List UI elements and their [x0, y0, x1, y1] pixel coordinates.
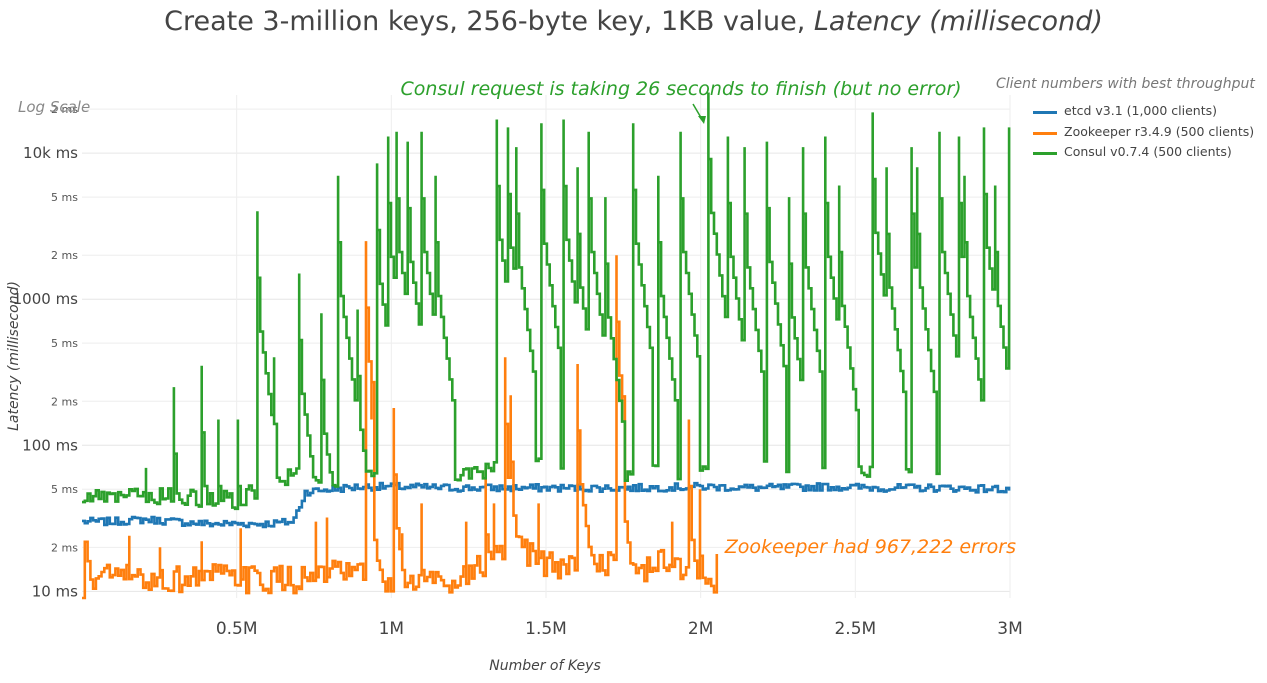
x-tick-label: 1M	[379, 619, 404, 639]
annotation-consul: Consul request is taking 26 seconds to f…	[400, 78, 961, 100]
legend: Client numbers with best throughput etcd…	[996, 76, 1255, 163]
y-minor-tick-label: 2 ms	[51, 395, 78, 408]
y-tick-label: 10 ms	[32, 582, 78, 600]
grid	[82, 95, 1011, 598]
series-line-1[interactable]	[82, 241, 719, 600]
chart-title-main: Create 3-million keys, 256-byte key, 1KB…	[164, 6, 806, 37]
legend-swatch-zookeeper	[1033, 131, 1057, 135]
chart-title-italic: Latency (millisecond)	[813, 6, 1103, 37]
x-tick-label: 3M	[997, 619, 1022, 639]
annotation-zookeeper: Zookeeper had 967,222 errors	[724, 536, 1016, 558]
y-axis-ticks: 10 ms 100 ms 1000 ms 10k ms 2 ms 5 ms 2 ms 5 ms…	[13, 103, 79, 600]
x-tick-label: 1.5M	[525, 619, 567, 639]
x-axis-label: Number of Keys	[489, 658, 601, 674]
y-tick-label: 100 ms	[22, 436, 78, 454]
series-group	[82, 92, 1011, 600]
legend-swatch-etcd	[1033, 111, 1057, 114]
y-tick-label: 10k ms	[23, 144, 78, 162]
chart-title: Create 3-million keys, 256-byte key, 1KB…	[0, 6, 1267, 37]
legend-label-zookeeper: Zookeeper r3.4.9 (500 clients)	[1064, 123, 1255, 139]
legend-item-consul[interactable]: Consul v0.7.4 (500 clients)	[996, 142, 1255, 163]
y-minor-tick-label: 5 ms	[51, 483, 78, 496]
annotation-arrowhead	[698, 116, 706, 124]
y-minor-tick-label: 5 ms	[51, 337, 78, 350]
y-tick-label: 1000 ms	[13, 290, 79, 308]
x-tick-label: 2M	[688, 619, 713, 639]
y-minor-tick-label: 2 ms	[51, 103, 78, 116]
y-axis-label: Latency (millisecond)	[6, 281, 22, 431]
y-minor-tick-label: 2 ms	[51, 541, 78, 554]
log-scale-note: Log Scale	[18, 98, 90, 116]
y-minor-tick-label: 2 ms	[51, 249, 78, 262]
legend-title: Client numbers with best throughput	[996, 76, 1255, 92]
legend-label-consul: Consul v0.7.4 (500 clients)	[1064, 144, 1232, 159]
legend-item-etcd[interactable]: etcd v3.1 (1,000 clients)	[996, 101, 1255, 122]
legend-swatch-consul	[1033, 152, 1057, 155]
x-tick-label: 0.5M	[216, 619, 258, 639]
legend-label-etcd: etcd v3.1 (1,000 clients)	[1064, 103, 1217, 118]
legend-item-zookeeper[interactable]: Zookeeper r3.4.9 (500 clients)	[996, 122, 1255, 143]
x-axis-ticks: 0.5M 1M 1.5M 2M 2.5M 3M	[216, 619, 1023, 639]
series-line-0[interactable]	[82, 481, 1011, 529]
y-minor-tick-label: 5 ms	[51, 191, 78, 204]
x-tick-label: 2.5M	[834, 619, 876, 639]
series-line-2[interactable]	[82, 92, 1011, 511]
